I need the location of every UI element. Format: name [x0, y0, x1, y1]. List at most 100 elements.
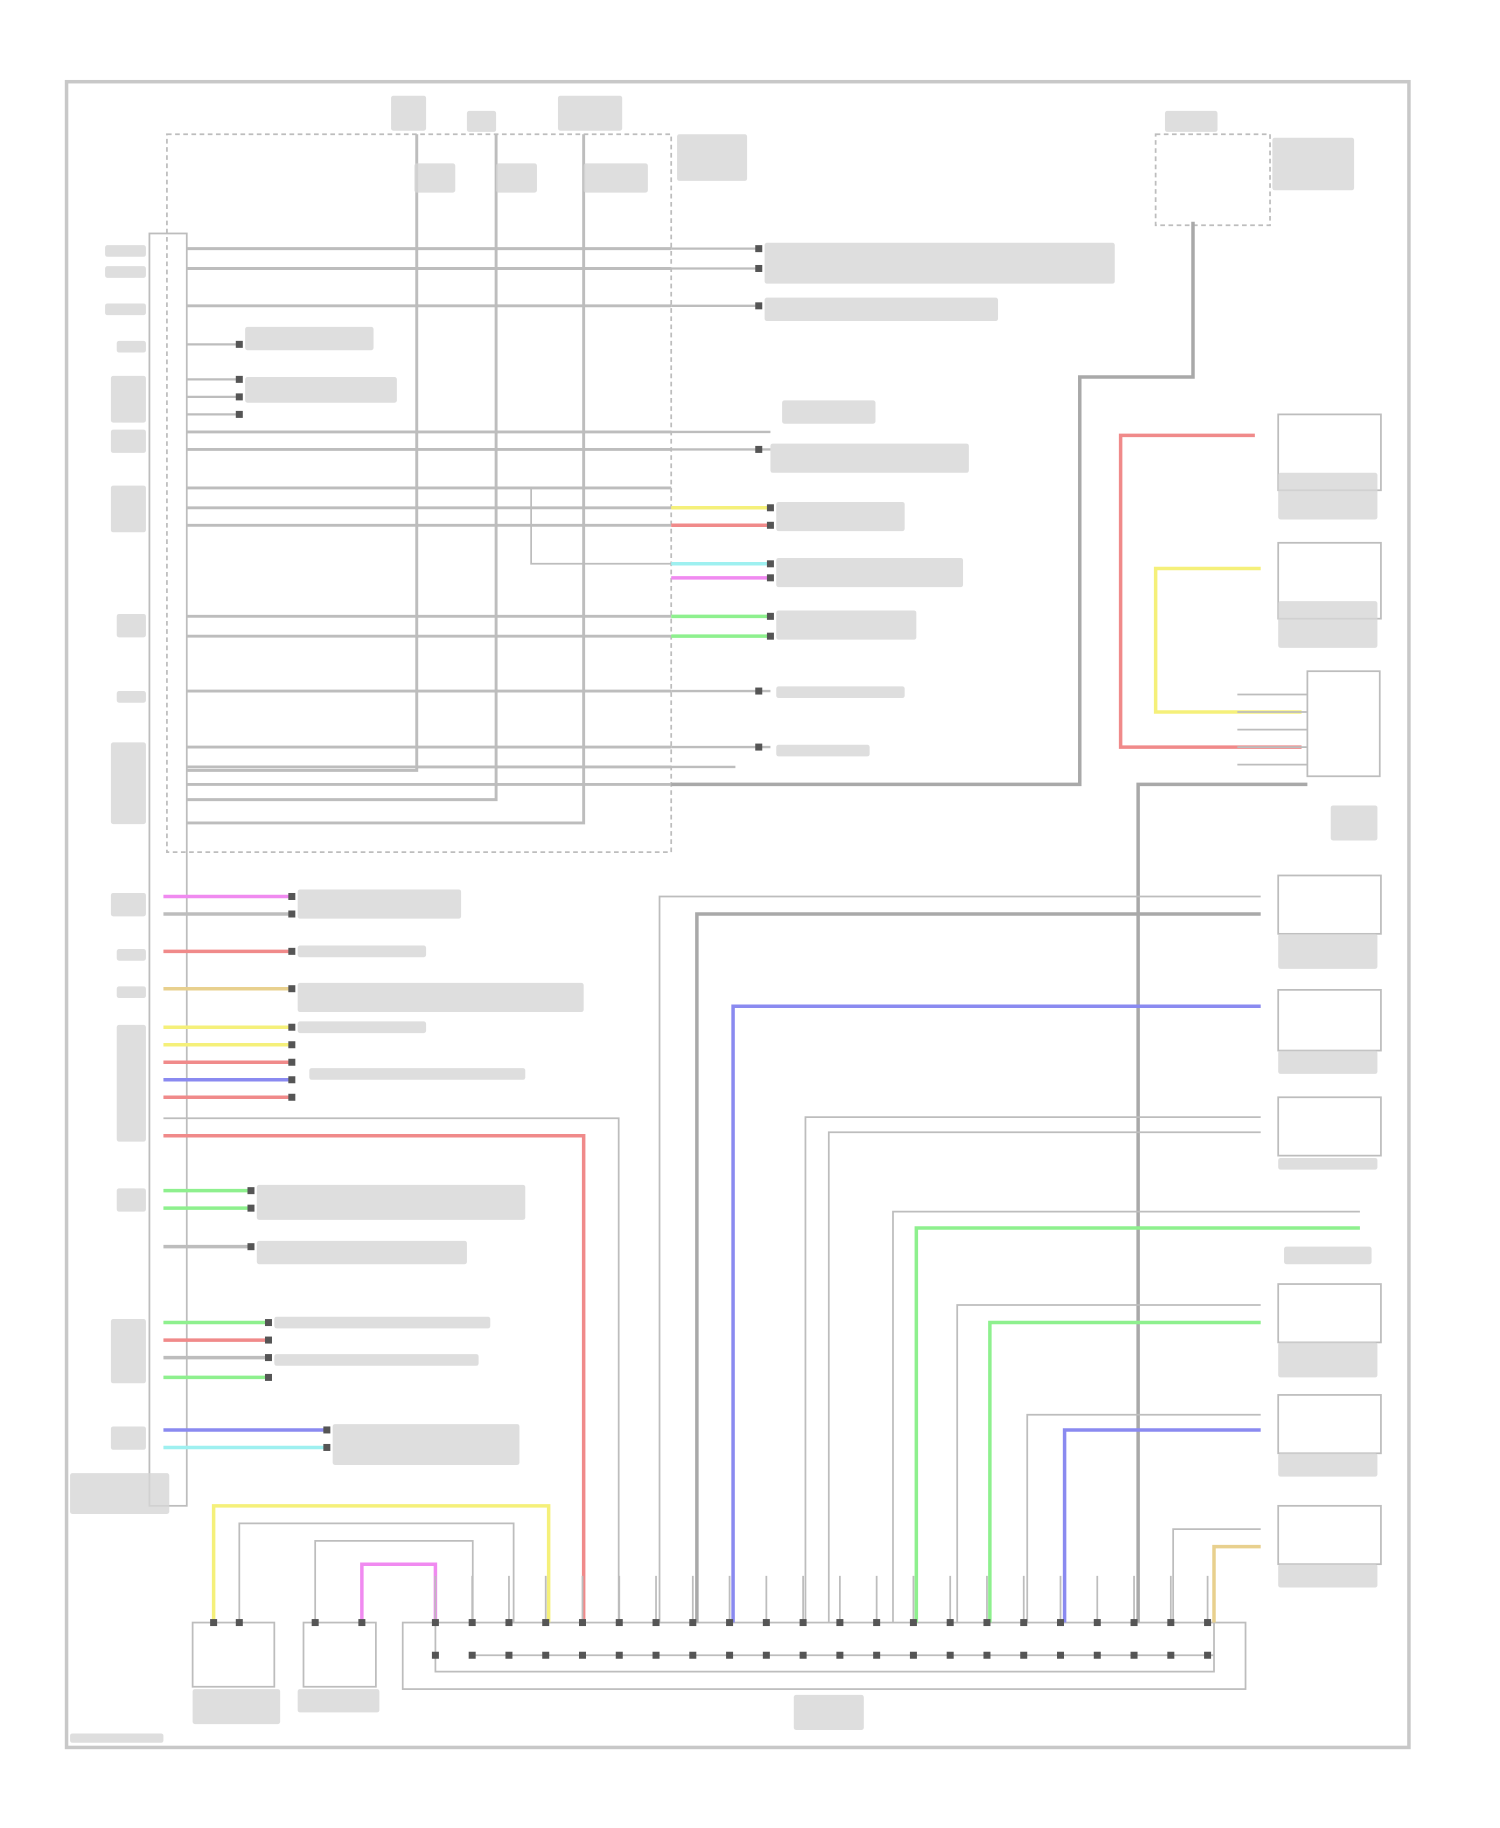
- connector-node: [247, 1243, 255, 1251]
- component-box: [1306, 670, 1381, 778]
- blurred-label: [110, 485, 146, 533]
- connector-node: [983, 1651, 991, 1659]
- bottom-connector: [401, 1621, 1247, 1690]
- connector-node: [288, 910, 296, 918]
- blurred-label: [70, 1473, 170, 1514]
- connector-node: [235, 1619, 243, 1627]
- blurred-label: [274, 1316, 491, 1329]
- blurred-label: [557, 95, 623, 131]
- blurred-label: [1278, 601, 1378, 648]
- connector-node: [235, 340, 243, 348]
- left-connector-column: [148, 232, 188, 1507]
- blurred-label: [297, 1689, 380, 1713]
- blurred-label: [110, 742, 146, 825]
- connector-node: [1204, 1619, 1212, 1627]
- blurred-label: [776, 744, 870, 757]
- connector-node: [323, 1426, 331, 1434]
- blurred-label: [1278, 1157, 1378, 1170]
- gray-wire: [804, 1116, 1261, 1623]
- connector-node: [652, 1651, 660, 1659]
- gray-wire: [892, 1210, 1360, 1623]
- blurred-label: [1278, 472, 1378, 520]
- connector-node: [264, 1354, 272, 1362]
- feed-wire: [186, 134, 586, 825]
- connector-node: [323, 1443, 331, 1451]
- blurred-label: [116, 614, 146, 638]
- blurred-label: [391, 95, 427, 131]
- wires: [163, 134, 1360, 1673]
- blurred-label: [496, 163, 537, 193]
- connector-node: [755, 302, 763, 310]
- connector-node: [755, 687, 763, 695]
- connector-node: [468, 1619, 476, 1627]
- blurred-label: [770, 443, 969, 473]
- blurred-label: [256, 1240, 467, 1265]
- connector-node: [652, 1619, 660, 1627]
- connector-node: [1020, 1651, 1028, 1659]
- blurred-label: [466, 110, 497, 132]
- blurred-label: [116, 949, 146, 961]
- connector-node: [1167, 1651, 1175, 1659]
- blurred-label: [116, 691, 146, 703]
- connector-node: [1093, 1651, 1101, 1659]
- blurred-label: [70, 1733, 164, 1743]
- connector-node: [288, 1041, 296, 1049]
- connector-node: [766, 574, 774, 582]
- blurred-label: [110, 429, 146, 453]
- connector-node: [873, 1619, 881, 1627]
- component-box: [1277, 1283, 1382, 1344]
- blurred-label: [1330, 805, 1378, 841]
- connector-node: [836, 1619, 844, 1627]
- blurred-label: [776, 686, 905, 699]
- blurred-label: [116, 1024, 146, 1142]
- blurred-label: [256, 1184, 526, 1220]
- blurred-label: [1278, 1453, 1378, 1477]
- connector-node: [235, 393, 243, 401]
- gray-wire: [956, 1304, 1261, 1623]
- blurred-label: [245, 377, 397, 403]
- connector-node: [468, 1651, 476, 1659]
- component-box: [1277, 1504, 1382, 1566]
- connector-node: [247, 1204, 255, 1212]
- gray-wire: [695, 912, 1261, 1623]
- blurred-label: [776, 557, 964, 588]
- connector-node: [873, 1651, 881, 1659]
- gray-wire: [1136, 782, 1308, 1623]
- blurred-label: [297, 889, 462, 919]
- blurred-label: [110, 1319, 146, 1384]
- blurred-label: [764, 297, 999, 322]
- connector-node: [766, 560, 774, 568]
- yellow-wire: [1153, 566, 1302, 714]
- blurred-label: [782, 400, 876, 424]
- gray-wire: [1172, 1528, 1261, 1623]
- connector-node: [799, 1651, 807, 1659]
- blurred-label: [116, 340, 146, 353]
- gray-wire: [658, 895, 1261, 1623]
- gray-wire: [163, 1117, 620, 1623]
- connector-node: [689, 1619, 697, 1627]
- connector-node: [1167, 1619, 1175, 1627]
- blurred-label: [297, 982, 584, 1013]
- connector-node: [288, 892, 296, 900]
- connector-node: [983, 1619, 991, 1627]
- connector-node: [1020, 1619, 1028, 1627]
- blurred-label: [1278, 1564, 1378, 1588]
- connector-node: [836, 1651, 844, 1659]
- blurred-label: [297, 945, 427, 958]
- blurred-label: [105, 303, 146, 316]
- connector-node: [909, 1619, 917, 1627]
- connector-node: [755, 264, 763, 272]
- connector-node: [615, 1651, 623, 1659]
- gray-wire: [827, 1131, 1261, 1623]
- connector-node: [505, 1651, 513, 1659]
- component-box: [1277, 988, 1382, 1052]
- gray-wire: [530, 487, 672, 565]
- blue-wire: [1062, 1428, 1261, 1623]
- connector-node: [358, 1619, 366, 1627]
- component-box: [1277, 874, 1382, 935]
- green-wire: [988, 1320, 1261, 1623]
- gray-wire: [314, 1539, 474, 1623]
- blurred-label: [414, 163, 456, 193]
- connector-node: [799, 1619, 807, 1627]
- connector-node: [505, 1619, 513, 1627]
